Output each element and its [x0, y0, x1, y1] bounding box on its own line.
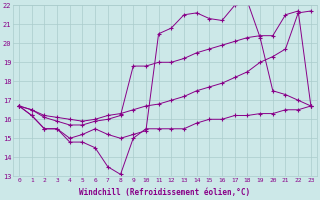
X-axis label: Windchill (Refroidissement éolien,°C): Windchill (Refroidissement éolien,°C) [79, 188, 251, 197]
